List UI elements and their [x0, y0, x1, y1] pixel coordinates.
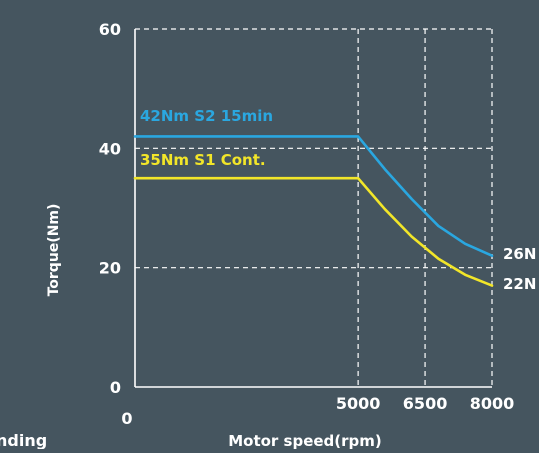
series-0-point-3: [410, 198, 413, 200]
series-1-point-5: [464, 274, 467, 276]
y-axis-title: Torque(Nm): [46, 204, 62, 297]
x-tick-label-5000: 5000: [336, 394, 381, 413]
series-0-point-2: [384, 168, 386, 171]
series-0-point-5: [464, 243, 467, 245]
x-zero-label: 0: [121, 409, 132, 428]
series-0-point-4: [437, 225, 440, 227]
series-1-point-1: [357, 177, 359, 179]
series-line-1: [133, 176, 494, 287]
series-0-point-6: [491, 254, 493, 257]
labels: nding 42Nm S2 15min 26N 35Nm S1 Cont. 22N: [0, 107, 536, 450]
partial-left-text: nding: [0, 431, 47, 449]
series-1-point-3: [410, 235, 413, 238]
x-axis-title: Motor speed(rpm): [228, 432, 382, 449]
series-end-label-0: 26N: [503, 245, 536, 263]
series-lines: [133, 135, 494, 287]
series-1-point-0: [134, 177, 136, 179]
series-1-point-2: [384, 208, 386, 210]
grid: [135, 28, 493, 387]
axes: 0 20 40 60 5000 6500 8000 0 Motor speed(rpm) Torq…: [46, 20, 515, 450]
series-0-point-0: [134, 135, 136, 138]
series-1-point-6: [491, 284, 493, 287]
series-name-label-0: 42Nm S2 15min: [140, 107, 273, 125]
series-end-label-1: 22N: [503, 275, 536, 293]
y-tick-label-40: 40: [99, 139, 121, 158]
series-1-point-4: [437, 257, 440, 260]
y-tick-label-0: 0: [110, 378, 121, 397]
series-name-label-1: 35Nm S1 Cont.: [140, 151, 266, 169]
series-0-point-1: [357, 135, 359, 138]
y-tick-label-20: 20: [99, 259, 121, 278]
x-tick-label-6500: 6500: [403, 394, 448, 413]
y-tick-label-60: 60: [99, 20, 121, 39]
x-tick-label-8000: 8000: [470, 394, 515, 413]
